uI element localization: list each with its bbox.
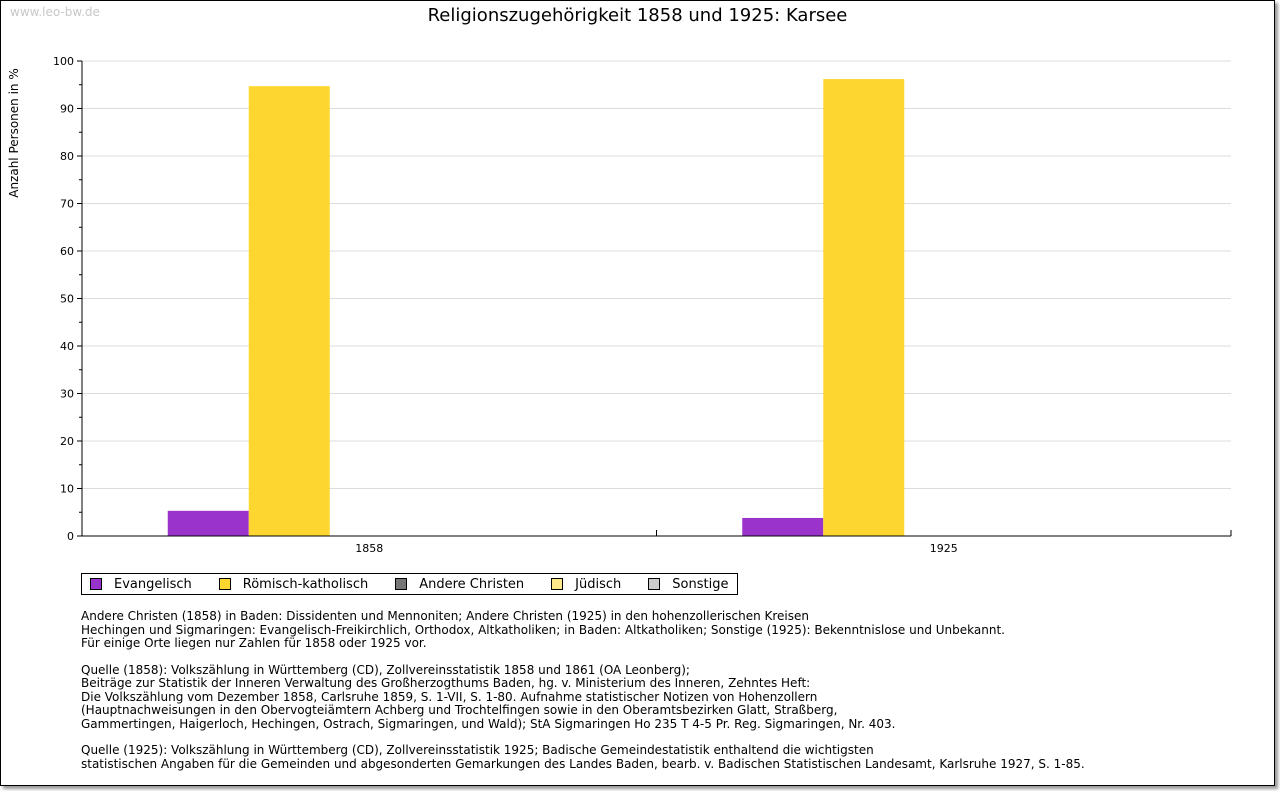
legend-item: Andere Christen: [395, 577, 524, 592]
legend-label: Evangelisch: [114, 576, 192, 592]
chart-title: Religionszugehörigkeit 1858 und 1925: Ka…: [427, 5, 848, 26]
note-line: Andere Christen (1858) in Baden: Disside…: [81, 609, 809, 623]
legend-item: Jüdisch: [551, 577, 621, 592]
y-tick-label: 70: [60, 198, 74, 211]
note-line: Quelle (1858): Volkszählung in Württembe…: [81, 662, 690, 677]
plot-area: 0 10 20 30 40 50 60 70 80 90 100 1858 1925: [53, 55, 1232, 555]
note-line: Hechingen und Sigmaringen: Evangelisch-F…: [81, 622, 1005, 637]
note-paragraph: Quelle (1925): Volkszählung in Württembe…: [81, 743, 1085, 771]
legend-label: Sonstige: [672, 576, 729, 592]
bar-r-misch-katholisch-1858: [248, 86, 330, 537]
note-paragraph: Quelle (1858): Volkszählung in Württembe…: [81, 662, 1085, 732]
y-tick-label: 50: [60, 293, 74, 306]
note-line: Quelle (1925): Volkszählung in Württembe…: [81, 743, 874, 757]
legend-swatch: [90, 578, 102, 590]
notes: Andere Christen (1858) in Baden: Disside…: [81, 609, 1085, 784]
y-tick-label: 10: [60, 483, 74, 496]
note-line: statistischen Angaben für die Gemeinden …: [81, 756, 1085, 771]
y-tick-label: 20: [60, 435, 74, 448]
y-tick-label: 0: [67, 530, 74, 543]
legend-item: Evangelisch: [90, 577, 192, 592]
y-tick-label: 90: [60, 103, 74, 116]
legend-item: Römisch-katholisch: [218, 576, 369, 592]
y-tick-label: 60: [60, 245, 74, 258]
legend-label: Andere Christen: [419, 576, 525, 592]
bar-evangelisch-1858: [167, 510, 249, 536]
legend-swatch: [218, 578, 231, 590]
legend-item: Sonstige: [648, 577, 728, 592]
legend: Evangelisch Römisch-katholisch Andere Chri…: [81, 573, 739, 595]
note-line: Die Volkszählung vom Dezember 1858, Carl…: [81, 689, 818, 704]
note-line: Gammertingen, Haigerloch, Hechingen, Ost…: [81, 716, 896, 731]
legend-swatch: [551, 578, 564, 590]
note-paragraph: Andere Christen (1858) in Baden: Disside…: [81, 609, 1085, 651]
y-tick-label: 100: [53, 55, 74, 68]
bar-r-misch-katholisch-1925: [823, 79, 905, 537]
legend-label: Jüdisch: [575, 576, 622, 592]
legend-swatch: [648, 578, 661, 590]
legend-swatch: [395, 578, 408, 590]
note-line: (Hauptnachweisungen in den Obervogteiämt…: [81, 703, 838, 717]
y-tick-label: 80: [60, 150, 74, 163]
note-line: Für einige Orte liegen nur Zahlen für 18…: [81, 636, 427, 650]
y-tick-label: 30: [60, 388, 74, 401]
y-tick-label: 40: [60, 340, 74, 353]
x-tick-label: 1925: [930, 542, 958, 555]
x-tick-label: 1858: [355, 542, 383, 555]
bar-evangelisch-1925: [742, 517, 824, 536]
legend-label: Römisch-katholisch: [242, 576, 369, 592]
note-line: Beiträge zur Statistik der Inneren Verwa…: [81, 676, 811, 690]
watermark: www.leo-bw.de: [10, 5, 100, 19]
